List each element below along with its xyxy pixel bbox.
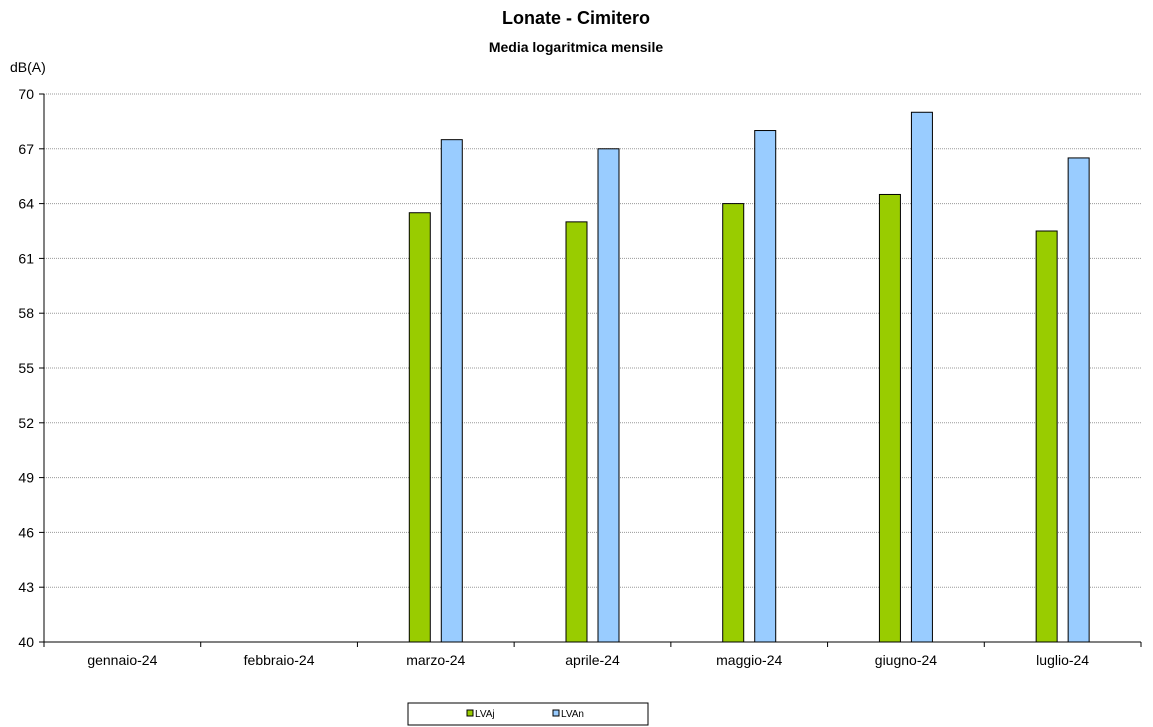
gridlines — [44, 94, 1141, 587]
y-tick-label: 49 — [18, 470, 34, 486]
y-axis-label: dB(A) — [10, 59, 46, 75]
x-tick-labels: gennaio-24 febbraio-24 marzo-24 aprile-24 ma… — [44, 642, 1141, 668]
y-tick-label: 67 — [18, 141, 34, 157]
bars — [409, 112, 1089, 642]
bar-lvaj-marzo-24 — [409, 213, 430, 642]
bar-lvan-luglio-24 — [1068, 158, 1089, 642]
x-tick-label: giugno-24 — [875, 652, 937, 668]
legend-label-lvan: LVAn — [561, 709, 584, 720]
y-tick-label: 46 — [18, 524, 34, 540]
x-tick-label: gennaio-24 — [87, 652, 157, 668]
bar-lvan-giugno-24 — [911, 112, 932, 642]
legend-box — [408, 703, 648, 725]
x-tick-label: aprile-24 — [565, 652, 620, 668]
bar-lvaj-luglio-24 — [1036, 231, 1057, 642]
y-tick-label: 52 — [18, 415, 34, 431]
bar-lvan-maggio-24 — [755, 131, 776, 642]
y-tick-label: 64 — [18, 196, 34, 212]
y-tick-label: 58 — [18, 305, 34, 321]
legend-swatch-lvaj — [467, 710, 473, 716]
legend: LVAj LVAn — [408, 703, 648, 725]
y-tick-label: 55 — [18, 360, 34, 376]
chart-subtitle: Media logaritmica mensile — [489, 39, 663, 55]
bar-lvan-marzo-24 — [441, 140, 462, 642]
y-tick-label: 43 — [18, 579, 34, 595]
bar-lvaj-maggio-24 — [723, 204, 744, 642]
y-tick-label: 61 — [18, 250, 34, 266]
bar-lvaj-giugno-24 — [879, 194, 900, 642]
legend-swatch-lvan — [553, 710, 559, 716]
chart-title: Lonate - Cimitero — [502, 8, 650, 28]
bar-lvaj-aprile-24 — [566, 222, 587, 642]
x-tick-label: maggio-24 — [716, 652, 782, 668]
y-tick-labels: 40 43 46 49 52 55 58 61 64 67 70 — [18, 86, 44, 650]
y-tick-label: 40 — [18, 634, 34, 650]
x-tick-label: luglio-24 — [1036, 652, 1089, 668]
x-tick-label: febbraio-24 — [244, 652, 315, 668]
legend-label-lvaj: LVAj — [475, 709, 495, 720]
y-tick-label: 70 — [18, 86, 34, 102]
bar-lvan-aprile-24 — [598, 149, 619, 642]
x-tick-label: marzo-24 — [406, 652, 465, 668]
